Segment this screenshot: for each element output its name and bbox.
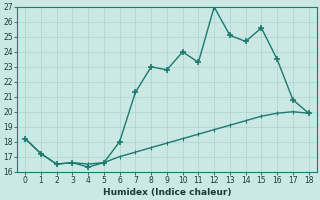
X-axis label: Humidex (Indice chaleur): Humidex (Indice chaleur) bbox=[103, 188, 231, 197]
